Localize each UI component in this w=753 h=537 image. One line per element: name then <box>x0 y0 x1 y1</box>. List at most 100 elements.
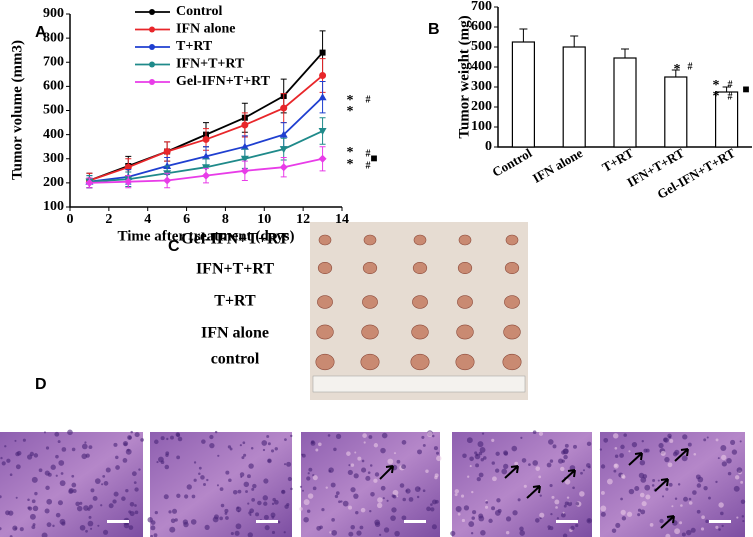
nucleus <box>227 445 232 449</box>
nucleus <box>668 482 673 487</box>
nucleus <box>554 499 560 505</box>
nucleus <box>245 490 248 493</box>
nucleus <box>67 429 73 436</box>
y-tick-label: 800 <box>43 30 64 45</box>
nucleus <box>511 445 518 452</box>
y-tick-label: 300 <box>43 151 64 166</box>
nucleus <box>8 510 14 516</box>
nucleus <box>614 454 619 458</box>
nucleus <box>374 472 380 477</box>
nucleus <box>247 532 253 537</box>
nucleus <box>102 529 109 535</box>
nucleus <box>677 483 681 486</box>
nucleus <box>122 458 128 463</box>
bar <box>613 57 637 148</box>
nucleus <box>361 467 367 473</box>
nucleus <box>214 430 218 434</box>
nucleus <box>47 472 52 477</box>
nucleus <box>335 433 342 439</box>
nucleus <box>308 467 313 472</box>
nucleus <box>651 484 655 487</box>
marker <box>240 166 249 175</box>
legend-label: T+RT <box>176 39 213 54</box>
nucleus <box>431 524 437 530</box>
tumor <box>457 295 473 309</box>
nucleus <box>130 430 133 434</box>
nucleus <box>176 455 181 460</box>
tumor <box>316 324 334 340</box>
nucleus <box>88 515 92 519</box>
nucleus <box>262 495 268 501</box>
nucleus <box>353 473 359 479</box>
nucleus <box>348 505 353 510</box>
nucleus <box>170 435 174 440</box>
nucleus <box>674 449 680 455</box>
nucleus <box>433 446 438 451</box>
annotation: # <box>366 160 371 171</box>
nucleus <box>299 507 303 511</box>
nucleus <box>108 503 114 509</box>
tumor <box>456 324 474 340</box>
scale-bar <box>107 520 129 523</box>
nucleus <box>390 515 396 521</box>
x-tick-label: 10 <box>257 212 271 227</box>
nucleus <box>156 461 159 464</box>
nucleus <box>266 435 270 438</box>
nucleus <box>478 513 484 519</box>
nucleus <box>32 523 36 527</box>
nucleus <box>55 454 59 459</box>
nucleus <box>494 510 501 516</box>
nucleus <box>84 441 87 444</box>
nucleus <box>619 453 624 458</box>
nucleus <box>652 478 656 482</box>
nucleus <box>408 497 414 502</box>
nucleus <box>469 456 474 462</box>
nucleus <box>556 517 560 520</box>
nucleus <box>290 487 293 491</box>
nucleus <box>478 472 484 478</box>
x-tick-label: 2 <box>105 212 112 227</box>
nucleus <box>373 478 378 483</box>
nucleus <box>224 508 229 513</box>
nucleus <box>613 463 619 469</box>
nucleus <box>251 487 255 491</box>
nucleus <box>232 489 238 495</box>
nucleus <box>637 508 642 512</box>
nucleus <box>71 447 76 452</box>
nucleus <box>274 447 278 451</box>
nucleus <box>376 502 383 509</box>
nucleus <box>340 500 343 503</box>
nucleus <box>546 462 552 468</box>
nucleus <box>454 489 460 494</box>
nucleus <box>665 487 669 491</box>
nucleus <box>348 531 354 537</box>
nucleus <box>600 505 607 512</box>
nucleus <box>284 438 287 441</box>
scale-bar <box>709 520 731 523</box>
nucleus <box>468 521 475 527</box>
nucleus <box>319 525 323 530</box>
nucleus <box>330 482 336 488</box>
nucleus <box>549 526 554 531</box>
nucleus <box>115 465 120 470</box>
nucleus <box>38 468 43 473</box>
nucleus <box>61 447 67 452</box>
nucleus <box>94 478 101 484</box>
nucleus <box>369 509 372 513</box>
nucleus <box>657 479 660 482</box>
nucleus <box>0 527 2 531</box>
annotation: * <box>713 89 720 104</box>
nucleus <box>201 439 206 444</box>
nucleus <box>587 519 591 523</box>
error-bar <box>570 35 579 47</box>
nucleus <box>718 528 721 531</box>
nucleus <box>15 496 18 499</box>
nucleus <box>586 441 592 447</box>
nucleus <box>365 475 371 481</box>
nucleus <box>115 455 119 460</box>
nucleus <box>640 509 646 515</box>
nucleus <box>623 433 627 437</box>
legend-label: IFN+T+RT <box>176 57 245 72</box>
marker <box>202 164 210 172</box>
nucleus <box>27 498 30 502</box>
